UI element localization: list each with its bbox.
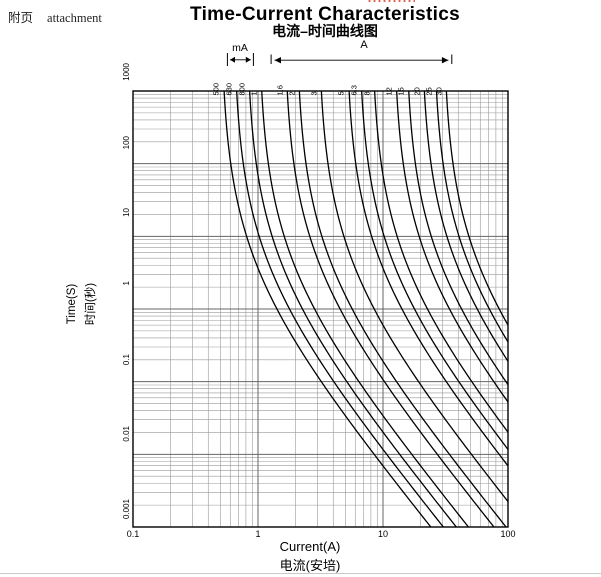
svg-text:mA: mA [232,42,248,54]
svg-text:A: A [360,39,368,51]
